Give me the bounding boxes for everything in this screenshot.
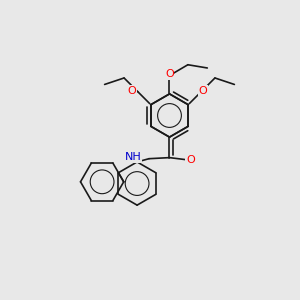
Text: O: O (186, 155, 195, 165)
Text: O: O (199, 85, 207, 95)
Text: O: O (127, 85, 136, 95)
Text: O: O (165, 69, 174, 79)
Text: NH: NH (125, 152, 142, 162)
